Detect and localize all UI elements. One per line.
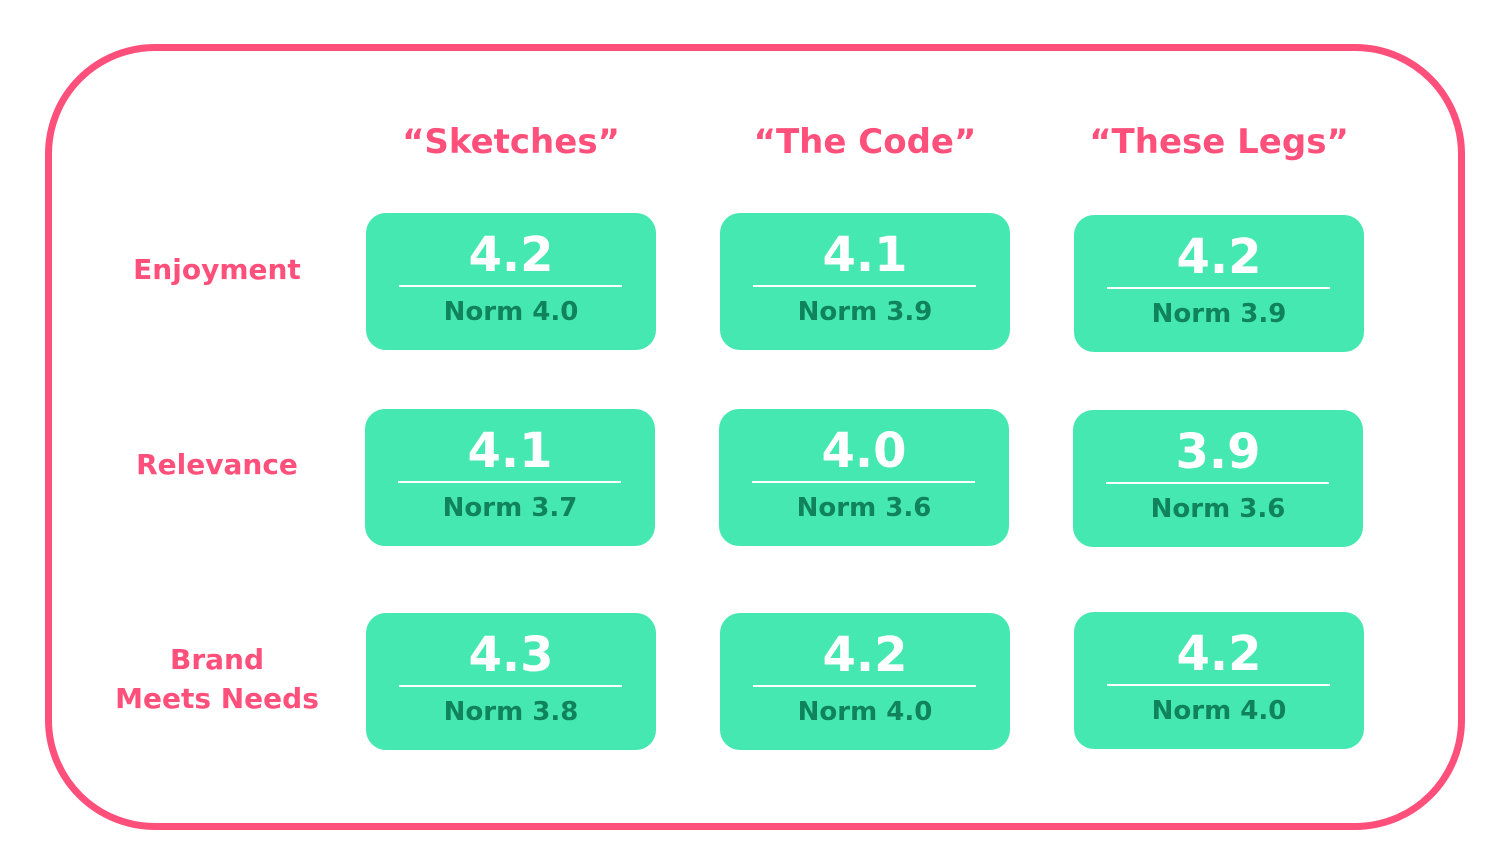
row-label-relevance: Relevance [100, 445, 334, 484]
score-divider [1106, 482, 1329, 484]
norm-value: Norm 3.7 [442, 493, 578, 523]
score-divider [398, 481, 621, 483]
score-divider [399, 285, 622, 287]
score-divider [399, 685, 622, 687]
score-card: 4.2 Norm 3.9 [1074, 215, 1364, 352]
column-header-sketches: “Sketches” [402, 122, 620, 162]
score-divider [752, 481, 975, 483]
row-label-line: Meets Needs [115, 682, 319, 715]
score-divider [1107, 287, 1330, 289]
norm-value: Norm 4.0 [1151, 696, 1287, 726]
score-divider [753, 685, 976, 687]
row-label-brand-meets-needs: Brand Meets Needs [100, 640, 334, 718]
score-value: 3.9 [1175, 424, 1261, 480]
score-card: 4.1 Norm 3.7 [365, 409, 655, 546]
score-card: 4.0 Norm 3.6 [719, 409, 1009, 546]
score-value: 4.1 [467, 423, 553, 479]
score-card: 4.3 Norm 3.8 [366, 613, 656, 750]
row-label-line: Enjoyment [133, 253, 301, 286]
score-card: 4.2 Norm 4.0 [720, 613, 1010, 750]
score-value: 4.2 [468, 227, 554, 283]
score-card: 4.1 Norm 3.9 [720, 213, 1010, 350]
column-header-these-legs: “These Legs” [1089, 122, 1349, 162]
score-value: 4.1 [822, 227, 908, 283]
row-label-line: Brand [169, 643, 265, 676]
score-value: 4.2 [1176, 229, 1262, 285]
row-label-enjoyment: Enjoyment [100, 250, 334, 289]
score-value: 4.3 [468, 627, 554, 683]
norm-value: Norm 3.6 [1150, 494, 1286, 524]
score-card: 3.9 Norm 3.6 [1073, 410, 1363, 547]
score-value: 4.0 [821, 423, 907, 479]
score-card: 4.2 Norm 4.0 [366, 213, 656, 350]
score-divider [753, 285, 976, 287]
norm-value: Norm 3.9 [1151, 299, 1287, 329]
score-value: 4.2 [822, 627, 908, 683]
score-divider [1107, 684, 1330, 686]
score-value: 4.2 [1176, 626, 1262, 682]
norm-value: Norm 3.6 [796, 493, 932, 523]
score-card: 4.2 Norm 4.0 [1074, 612, 1364, 749]
norm-value: Norm 4.0 [797, 697, 933, 727]
norm-value: Norm 4.0 [443, 297, 579, 327]
column-header-the-code: “The Code” [753, 122, 977, 162]
row-label-line: Relevance [136, 448, 298, 481]
norm-value: Norm 3.8 [443, 697, 579, 727]
norm-value: Norm 3.9 [797, 297, 933, 327]
scorecard-frame [45, 44, 1465, 830]
